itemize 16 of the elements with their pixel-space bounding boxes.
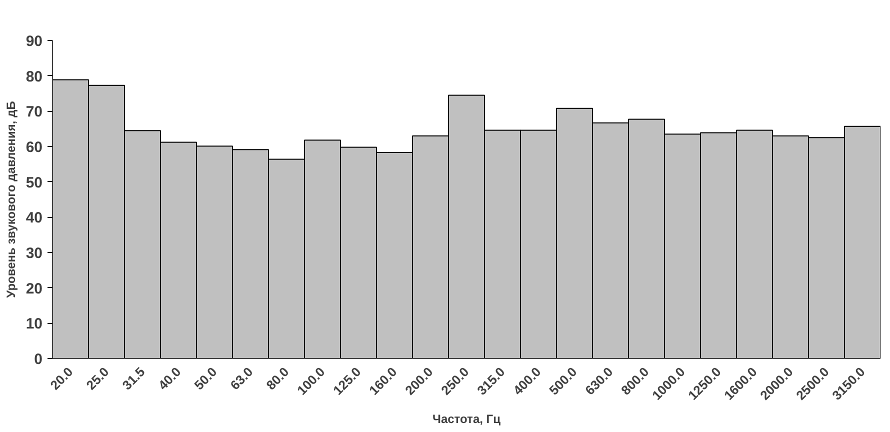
x-tick-label: 40.0 [155, 364, 184, 393]
x-tick-label: 50.0 [191, 364, 220, 393]
y-tick-label: 60 [26, 139, 43, 156]
x-axis-title: Частота, Гц [432, 412, 502, 426]
y-tick-label: 50 [26, 174, 43, 192]
x-tick-label: 80.0 [263, 364, 292, 393]
y-tick-label: 10 [26, 316, 43, 333]
y-tick-label: 80 [26, 68, 43, 86]
y-axis-title: Уровень звукового давления, дБ [4, 100, 18, 298]
y-tick-label: 70 [26, 104, 43, 121]
y-tick-label: 40 [26, 210, 43, 227]
y-tick-label: 20 [26, 280, 43, 298]
y-tick-label: 30 [26, 245, 43, 262]
x-tick-label: 63.0 [227, 364, 256, 393]
y-tick-label: 90 [26, 33, 43, 50]
y-tick-label: 0 [34, 351, 42, 368]
